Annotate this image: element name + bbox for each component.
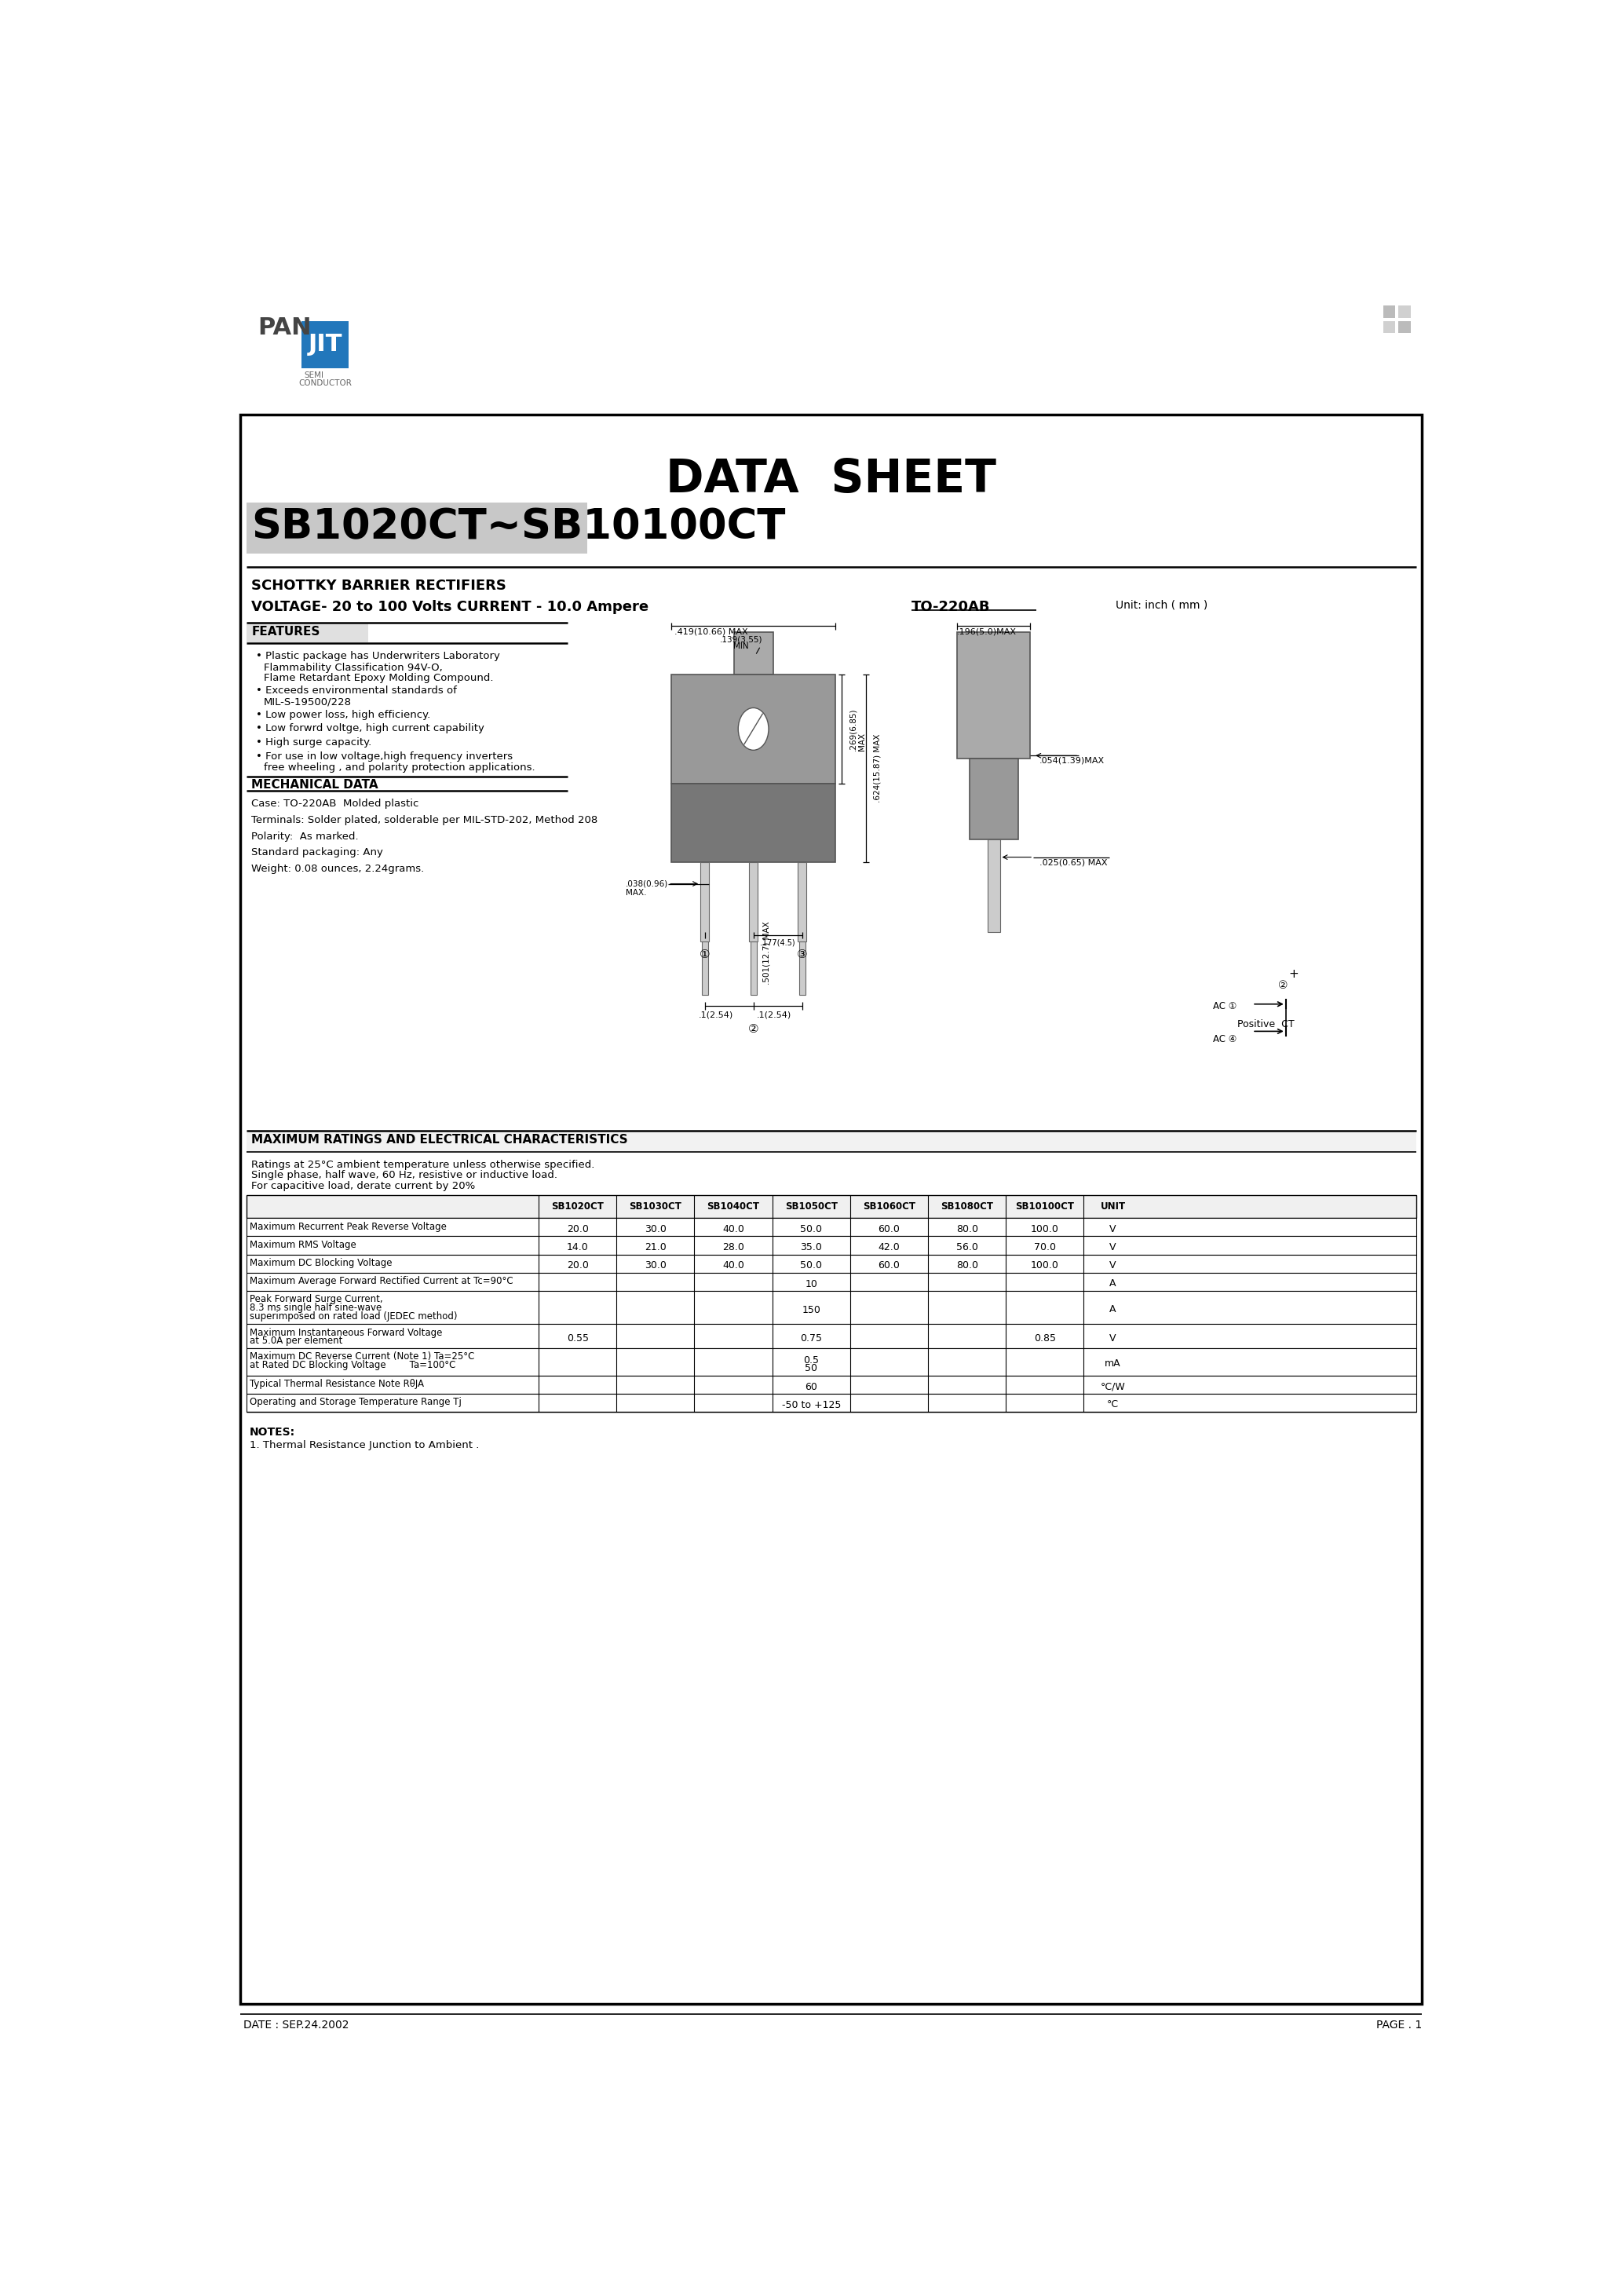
- Bar: [247, 1254, 1416, 1272]
- Bar: [970, 758, 1019, 838]
- Text: .177(4.5): .177(4.5): [761, 939, 795, 946]
- Text: 28.0: 28.0: [722, 1242, 744, 1254]
- Text: Maximum RMS Voltage: Maximum RMS Voltage: [250, 1240, 357, 1249]
- Text: 40.0: 40.0: [722, 1261, 744, 1270]
- Text: 60: 60: [805, 1382, 817, 1391]
- Text: Maximum DC Blocking Voltage: Maximum DC Blocking Voltage: [250, 1258, 393, 1267]
- Text: 150: 150: [801, 1304, 821, 1316]
- Bar: [247, 1325, 1416, 1348]
- Text: Peak Forward Surge Current,: Peak Forward Surge Current,: [250, 1295, 383, 1304]
- Text: .624(15.87) MAX: .624(15.87) MAX: [873, 735, 881, 804]
- Text: • Low forwrd voltge, high current capability: • Low forwrd voltge, high current capabi…: [256, 723, 483, 735]
- Text: 20.0: 20.0: [566, 1261, 589, 1270]
- Bar: [247, 1290, 1416, 1325]
- Text: °C/W: °C/W: [1100, 1382, 1126, 1391]
- Text: SB1020CT: SB1020CT: [551, 1201, 603, 1212]
- Text: 80.0: 80.0: [955, 1261, 978, 1270]
- Text: 0.85: 0.85: [1033, 1334, 1056, 1343]
- Text: Terminals: Solder plated, solderable per MIL-STD-202, Method 208: Terminals: Solder plated, solderable per…: [251, 815, 599, 824]
- Text: V: V: [1109, 1334, 1116, 1343]
- Text: PAGE . 1: PAGE . 1: [1377, 2018, 1422, 2030]
- Text: MECHANICAL DATA: MECHANICAL DATA: [251, 778, 378, 790]
- Bar: [798, 861, 806, 941]
- Bar: [247, 503, 587, 553]
- Text: Single phase, half wave, 60 Hz, resistive or inductive load.: Single phase, half wave, 60 Hz, resistiv…: [251, 1171, 558, 1180]
- Text: For capacitive load, derate current by 20%: For capacitive load, derate current by 2…: [251, 1180, 475, 1192]
- Text: Maximum Instantaneous Forward Voltage: Maximum Instantaneous Forward Voltage: [250, 1327, 443, 1339]
- Text: 1. Thermal Resistance Junction to Ambient .: 1. Thermal Resistance Junction to Ambien…: [250, 1440, 478, 1451]
- Bar: [672, 675, 835, 783]
- Text: AC ④: AC ④: [1213, 1033, 1236, 1045]
- Text: V: V: [1109, 1242, 1116, 1254]
- Text: SB10100CT: SB10100CT: [1015, 1201, 1074, 1212]
- Bar: [749, 861, 757, 941]
- Text: 60.0: 60.0: [878, 1261, 900, 1270]
- Text: AC ①: AC ①: [1213, 1001, 1236, 1010]
- Text: Ratings at 25°C ambient temperature unless otherwise specified.: Ratings at 25°C ambient temperature unle…: [251, 1159, 595, 1171]
- Text: 50.0: 50.0: [800, 1224, 822, 1235]
- Text: • Low power loss, high efficiency.: • Low power loss, high efficiency.: [256, 709, 430, 721]
- Text: 80.0: 80.0: [955, 1224, 978, 1235]
- Text: SEMI: SEMI: [305, 372, 324, 379]
- Text: .1(2.54): .1(2.54): [756, 1010, 792, 1019]
- Text: 8.3 ms single half sine-wave: 8.3 ms single half sine-wave: [250, 1302, 381, 1313]
- Bar: [247, 1348, 1416, 1375]
- Text: Polarity:  As marked.: Polarity: As marked.: [251, 831, 358, 840]
- Text: 20.0: 20.0: [566, 1224, 589, 1235]
- Text: 21.0: 21.0: [644, 1242, 667, 1254]
- Bar: [302, 321, 349, 367]
- Bar: [1398, 321, 1411, 333]
- Text: NOTES:: NOTES:: [250, 1426, 295, 1437]
- Text: ②: ②: [1278, 980, 1288, 992]
- Text: °C: °C: [1108, 1401, 1119, 1410]
- Text: -50 to +125: -50 to +125: [782, 1401, 840, 1410]
- Text: 30.0: 30.0: [644, 1224, 667, 1235]
- Text: .269(6.85)
MAX: .269(6.85) MAX: [848, 707, 866, 751]
- Text: MAXIMUM RATINGS AND ELECTRICAL CHARACTERISTICS: MAXIMUM RATINGS AND ELECTRICAL CHARACTER…: [251, 1134, 628, 1146]
- Bar: [247, 1132, 1416, 1153]
- Bar: [957, 631, 1030, 758]
- Text: 70.0: 70.0: [1033, 1242, 1056, 1254]
- Bar: [1398, 305, 1411, 317]
- Text: 30.0: 30.0: [644, 1261, 667, 1270]
- Text: .139(3.55): .139(3.55): [720, 636, 762, 643]
- Text: .025(0.65) MAX: .025(0.65) MAX: [1040, 859, 1108, 866]
- Bar: [247, 1272, 1416, 1290]
- Text: 35.0: 35.0: [800, 1242, 822, 1254]
- Text: 14.0: 14.0: [566, 1242, 589, 1254]
- Bar: [751, 941, 756, 994]
- Bar: [247, 1219, 1416, 1235]
- Text: • High surge capacity.: • High surge capacity.: [256, 737, 371, 748]
- Bar: [672, 783, 835, 861]
- Bar: [702, 941, 707, 994]
- Bar: [988, 838, 999, 932]
- Text: MAX.: MAX.: [626, 889, 647, 895]
- Text: 100.0: 100.0: [1030, 1261, 1059, 1270]
- Bar: [247, 1235, 1416, 1254]
- Text: 50.0: 50.0: [800, 1261, 822, 1270]
- Text: 50: 50: [805, 1364, 817, 1373]
- Text: SB1080CT: SB1080CT: [941, 1201, 993, 1212]
- Text: 60.0: 60.0: [878, 1224, 900, 1235]
- Text: 0.75: 0.75: [800, 1334, 822, 1343]
- Text: SB1020CT~SB10100CT: SB1020CT~SB10100CT: [251, 507, 785, 549]
- Text: .419(10.66) MAX: .419(10.66) MAX: [675, 627, 748, 636]
- Text: • Plastic package has Underwriters Laboratory: • Plastic package has Underwriters Labor…: [256, 652, 500, 661]
- Bar: [240, 416, 1422, 2004]
- Text: MIL-S-19500/228: MIL-S-19500/228: [264, 698, 352, 707]
- Text: 42.0: 42.0: [878, 1242, 900, 1254]
- Text: Positive  CT: Positive CT: [1238, 1019, 1294, 1029]
- Bar: [701, 861, 709, 941]
- Text: SB1040CT: SB1040CT: [707, 1201, 759, 1212]
- Text: ①: ①: [699, 948, 710, 960]
- Text: SB1060CT: SB1060CT: [863, 1201, 915, 1212]
- Text: Case: TO-220AB  Molded plastic: Case: TO-220AB Molded plastic: [251, 799, 418, 808]
- Text: ③: ③: [796, 948, 808, 960]
- Text: DATE : SEP.24.2002: DATE : SEP.24.2002: [243, 2018, 349, 2030]
- Bar: [247, 1375, 1416, 1394]
- Text: superimposed on rated load (JEDEC method): superimposed on rated load (JEDEC method…: [250, 1311, 457, 1322]
- Bar: [1384, 305, 1395, 317]
- Text: 0.55: 0.55: [566, 1334, 589, 1343]
- Text: .196(5.0)MAX: .196(5.0)MAX: [957, 627, 1017, 636]
- Text: Unit: inch ( mm ): Unit: inch ( mm ): [1116, 599, 1207, 611]
